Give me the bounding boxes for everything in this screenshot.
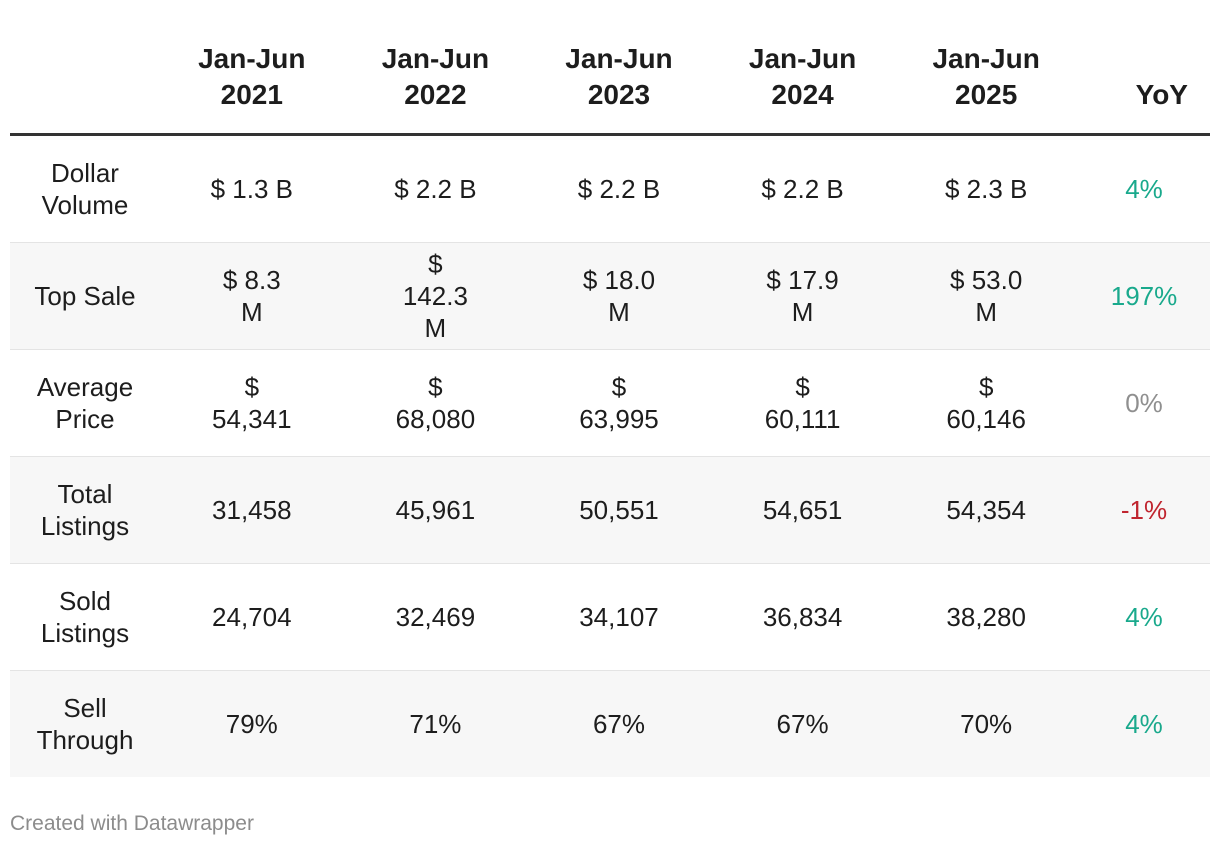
yoy-cell: 4% <box>1077 134 1210 243</box>
row-label: Dollar Volume <box>10 134 160 243</box>
table-row: Total Listings 31,458 45,961 50,551 54,651 54… <box>10 456 1210 564</box>
value-cell: $ 1.3 B <box>160 134 344 243</box>
value-cell: 45,961 <box>343 456 528 564</box>
header-cell-2023: Jan-Jun 2023 <box>527 40 711 136</box>
table-row: Average Price $ 54,341 $ 68,080 $ 63,995 $ 6… <box>10 349 1210 457</box>
value-cell: $ 68,080 <box>343 349 528 457</box>
value-cell: $ 60,146 <box>894 349 1078 457</box>
value-cell: 24,704 <box>160 563 344 671</box>
header-period: Jan-Jun <box>198 42 306 74</box>
yoy-cell: 0% <box>1077 349 1210 457</box>
value-cell: 50,551 <box>527 456 711 564</box>
value-cell: $ 2.3 B <box>894 134 1078 243</box>
header-period: Jan-Jun <box>381 42 490 74</box>
value-cell: $ 63,995 <box>527 349 711 457</box>
yoy-cell: 197% <box>1077 242 1210 350</box>
table-row: Top Sale $ 8.3 M $ 142.3 M $ 18.0 M $ 17.9 M… <box>10 242 1210 350</box>
row-label: Total Listings <box>10 456 160 564</box>
value-cell: 79% <box>160 670 344 777</box>
value-cell: 32,469 <box>343 563 528 671</box>
row-label: Average Price <box>10 349 160 457</box>
header-cell-empty <box>10 40 160 136</box>
value-cell: $ 8.3 M <box>160 242 344 350</box>
header-year: 2021 <box>220 78 283 110</box>
value-cell: $ 2.2 B <box>527 134 711 243</box>
value-cell: $ 54,341 <box>160 349 344 457</box>
header-period: Jan-Jun <box>748 42 857 74</box>
value-cell: 31,458 <box>160 456 344 564</box>
value-cell: 36,834 <box>710 563 895 671</box>
value-cell: 54,651 <box>710 456 895 564</box>
header-cell-2024: Jan-Jun 2024 <box>710 40 895 136</box>
value-cell: $ 2.2 B <box>710 134 895 243</box>
value-cell: 71% <box>343 670 528 777</box>
row-label: Sell Through <box>10 670 160 777</box>
value-cell: $ 53.0 M <box>894 242 1078 350</box>
yoy-cell: -1% <box>1077 456 1210 564</box>
value-cell: 38,280 <box>894 563 1078 671</box>
value-cell: 34,107 <box>527 563 711 671</box>
value-cell: $ 60,111 <box>710 349 895 457</box>
data-table: Jan-Jun 2021 Jan-Jun 2022 Jan-Jun 2023 J… <box>10 40 1210 777</box>
footer-credit: Created with Datawrapper <box>10 812 254 835</box>
header-cell-2025: Jan-Jun 2025 <box>894 40 1078 136</box>
header-year: 2022 <box>404 78 467 110</box>
row-label: Sold Listings <box>10 563 160 671</box>
value-cell: $ 18.0 M <box>527 242 711 350</box>
header-year: 2024 <box>771 78 834 110</box>
value-cell: $ 17.9 M <box>710 242 895 350</box>
yoy-cell: 4% <box>1077 563 1210 671</box>
value-cell: 67% <box>710 670 895 777</box>
table-row: Dollar Volume $ 1.3 B $ 2.2 B $ 2.2 B $ 2.2 … <box>10 134 1210 243</box>
value-cell: $ 2.2 B <box>343 134 528 243</box>
header-row: Jan-Jun 2021 Jan-Jun 2022 Jan-Jun 2023 J… <box>10 40 1210 136</box>
header-year: 2025 <box>955 78 1018 110</box>
table-header: Jan-Jun 2021 Jan-Jun 2022 Jan-Jun 2023 J… <box>10 40 1210 136</box>
header-cell-yoy: YoY <box>1077 40 1210 136</box>
table-row: Sell Through 79% 71% 67% 67% 70% 4% <box>10 670 1210 777</box>
header-cell-2022: Jan-Jun 2022 <box>343 40 528 136</box>
row-label: Top Sale <box>10 242 160 350</box>
value-cell: 67% <box>527 670 711 777</box>
header-year: 2023 <box>587 78 651 110</box>
yoy-cell: 4% <box>1077 670 1210 777</box>
header-period: Jan-Jun <box>565 42 673 74</box>
header-period: Jan-Jun <box>932 42 1040 74</box>
value-cell: 70% <box>894 670 1078 777</box>
data-table-container: Jan-Jun 2021 Jan-Jun 2022 Jan-Jun 2023 J… <box>10 40 1210 777</box>
table-row: Sold Listings 24,704 32,469 34,107 36,834 38,… <box>10 563 1210 671</box>
table-body: Dollar Volume $ 1.3 B $ 2.2 B $ 2.2 B $ 2.2 … <box>10 134 1210 777</box>
value-cell: 54,354 <box>894 456 1078 564</box>
header-cell-2021: Jan-Jun 2021 <box>160 40 344 136</box>
value-cell: $ 142.3 M <box>343 242 528 350</box>
